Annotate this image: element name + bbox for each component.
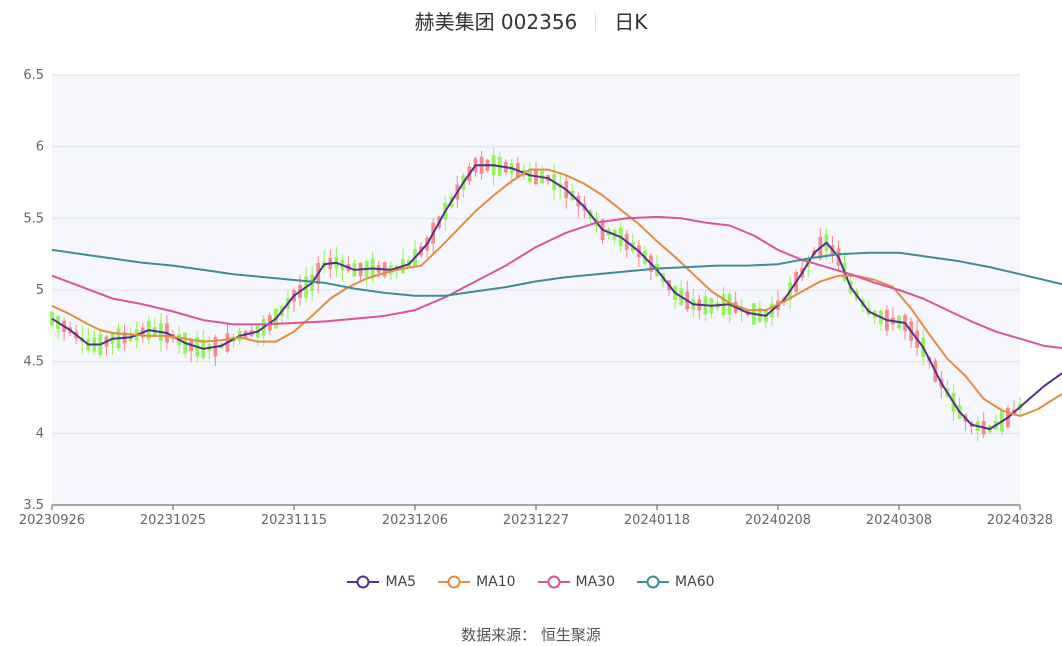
ma-line-ma30 bbox=[51, 215, 1062, 350]
legend-label: MA60 bbox=[675, 574, 715, 590]
x-tick-label: 20231025 bbox=[140, 513, 206, 528]
candle-down[interactable] bbox=[50, 311, 54, 326]
legend-item-ma30[interactable]: MA30 bbox=[537, 574, 616, 590]
legend-item-ma60[interactable]: MA60 bbox=[637, 574, 715, 590]
chart-title-text: 赫美集团 002356 bbox=[414, 10, 578, 34]
y-tick-label: 6.5 bbox=[23, 68, 44, 83]
legend-item-ma10[interactable]: MA10 bbox=[438, 574, 516, 590]
legend-label: MA10 bbox=[476, 574, 516, 590]
x-tick-label: 20240118 bbox=[624, 513, 690, 528]
y-tick-label: 4 bbox=[36, 426, 44, 441]
chart-subtitle: 日K bbox=[614, 10, 648, 34]
legend: MA5 MA10 MA30 MA60 bbox=[0, 574, 1062, 590]
legend-item-ma5[interactable]: MA5 bbox=[347, 574, 416, 590]
y-tick-label: 6 bbox=[36, 140, 44, 155]
x-tick-label: 20240308 bbox=[866, 513, 932, 528]
ma-line-ma5 bbox=[51, 164, 1062, 430]
y-tick-label: 5.5 bbox=[23, 211, 44, 226]
x-tick-label: 20240328 bbox=[987, 513, 1053, 528]
legend-symbol bbox=[637, 575, 670, 589]
ma-line-ma10 bbox=[51, 168, 1062, 418]
legend-label: MA5 bbox=[385, 574, 417, 590]
moving-average-lines bbox=[51, 164, 1062, 430]
legend-symbol bbox=[537, 575, 570, 589]
x-tick-label: 20240208 bbox=[745, 513, 811, 528]
y-axis: 3.5 4 4.5 5 5.5 6 6.5 bbox=[23, 68, 44, 513]
x-axis: 20230926 20231025 20231115 20231206 20231227… bbox=[19, 504, 1053, 528]
candlestick-chart[interactable]: 3.5 4 4.5 5 5.5 6 6.5 20230926 20231025 20231115… bbox=[0, 0, 1062, 560]
x-tick-label: 20231227 bbox=[503, 513, 569, 528]
legend-symbol bbox=[347, 575, 380, 589]
data-source: 数据来源： 恒生聚源 bbox=[461, 626, 601, 644]
y-tick-label: 4.5 bbox=[23, 355, 44, 370]
chart-title: 赫美集团 002356 日K bbox=[0, 6, 1062, 35]
x-tick-label: 20230926 bbox=[19, 513, 85, 528]
legend-symbol bbox=[438, 575, 471, 589]
x-tick-label: 20231206 bbox=[382, 513, 448, 528]
ma-line-ma60 bbox=[51, 248, 1062, 297]
y-tick-label: 5 bbox=[36, 283, 44, 298]
legend-label: MA30 bbox=[575, 574, 616, 590]
y-tick-label: 3.5 bbox=[23, 498, 44, 513]
x-tick-label: 20231115 bbox=[261, 513, 327, 528]
title-separator bbox=[595, 13, 597, 31]
